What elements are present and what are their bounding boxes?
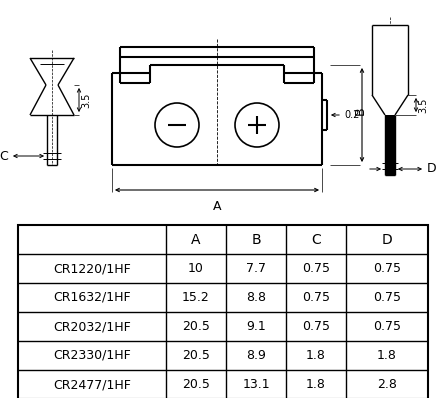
Text: CR1632/1HF: CR1632/1HF (53, 291, 131, 304)
Text: 20.5: 20.5 (182, 349, 210, 362)
Text: 0.75: 0.75 (373, 262, 401, 275)
Text: 0.75: 0.75 (373, 320, 401, 333)
Text: 0.2: 0.2 (344, 110, 359, 120)
Text: 8.9: 8.9 (246, 349, 266, 362)
Text: 1.8: 1.8 (306, 349, 326, 362)
Text: CR1220/1HF: CR1220/1HF (53, 262, 131, 275)
Text: CR2477/1HF: CR2477/1HF (53, 378, 131, 391)
Text: 3.5: 3.5 (418, 98, 428, 113)
Text: 0.75: 0.75 (302, 320, 330, 333)
Text: 13.1: 13.1 (242, 378, 270, 391)
Text: 15.2: 15.2 (182, 291, 210, 304)
Text: 8.8: 8.8 (246, 291, 266, 304)
Text: C: C (0, 150, 8, 162)
Text: CR2032/1HF: CR2032/1HF (53, 320, 131, 333)
Text: C: C (311, 232, 321, 246)
Text: D: D (382, 232, 392, 246)
Bar (385, 115, 395, 175)
Text: 20.5: 20.5 (182, 320, 210, 333)
Text: 1.8: 1.8 (377, 349, 397, 362)
Text: 20.5: 20.5 (182, 378, 210, 391)
Text: 2.8: 2.8 (377, 378, 397, 391)
Text: A: A (191, 232, 201, 246)
Text: CR2330/1HF: CR2330/1HF (53, 349, 131, 362)
Text: 7.7: 7.7 (246, 262, 266, 275)
Text: D: D (427, 162, 436, 176)
Text: 10: 10 (188, 262, 204, 275)
Text: 9.1: 9.1 (246, 320, 266, 333)
Text: B: B (251, 232, 261, 246)
Text: 3.5: 3.5 (81, 93, 91, 108)
Text: 0.75: 0.75 (302, 291, 330, 304)
Text: B: B (354, 107, 367, 115)
Text: 1.8: 1.8 (306, 378, 326, 391)
Text: 0.75: 0.75 (302, 262, 330, 275)
Text: A: A (213, 200, 221, 213)
Bar (18, 225, 428, 398)
Text: 0.75: 0.75 (373, 291, 401, 304)
